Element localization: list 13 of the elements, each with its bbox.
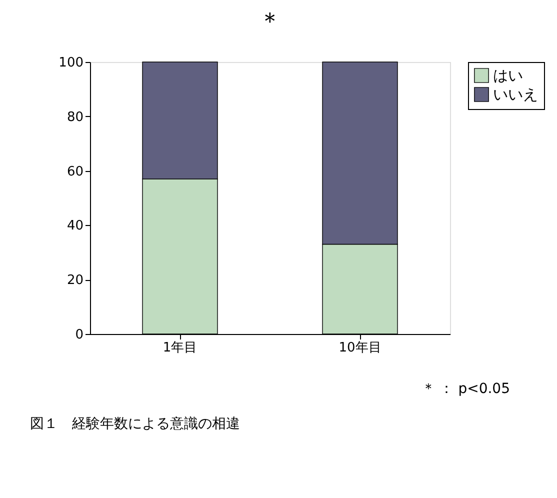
x-tick-label: 10年目 <box>338 340 382 356</box>
text: ＊ <box>258 7 282 35</box>
text: ＊ ： p<0.05 <box>421 381 510 397</box>
x-tick-label: 1年目 <box>162 340 198 356</box>
y-tick-label: 80 <box>66 110 84 125</box>
caption: 図１ 経験年数による意識の相違 <box>30 416 240 432</box>
y-tick-label: 0 <box>75 328 84 342</box>
y-tick-label: 20 <box>66 273 84 288</box>
legend-label: はい <box>493 66 523 84</box>
y-tick-label: 100 <box>58 56 84 70</box>
y-tick-label: 60 <box>66 164 84 180</box>
legend-label: いいえ <box>493 86 538 104</box>
y-tick-label: 40 <box>66 218 84 234</box>
